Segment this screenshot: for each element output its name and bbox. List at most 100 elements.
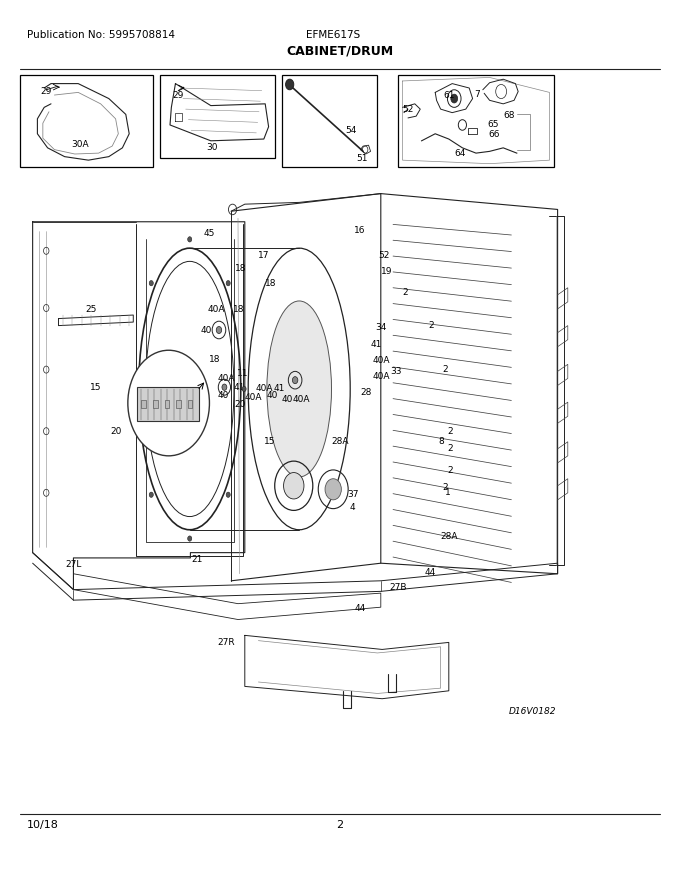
Text: 41: 41 [371, 341, 382, 349]
Text: 10/18: 10/18 [27, 819, 59, 830]
Text: 52: 52 [403, 105, 414, 114]
Text: 44: 44 [355, 605, 367, 613]
Text: 28A: 28A [441, 532, 458, 541]
Text: 40A: 40A [292, 395, 310, 404]
Ellipse shape [267, 301, 332, 477]
Circle shape [286, 79, 294, 90]
Text: 66: 66 [488, 130, 500, 139]
Text: Publication No: 5995708814: Publication No: 5995708814 [27, 30, 175, 40]
Text: CABINET/DRUM: CABINET/DRUM [286, 44, 394, 57]
Text: 41: 41 [234, 383, 245, 392]
Bar [20, 75, 153, 167]
Text: 1: 1 [445, 488, 451, 497]
Circle shape [149, 281, 153, 286]
Text: 15: 15 [264, 437, 275, 446]
Text: 17: 17 [258, 251, 270, 260]
Text: 4: 4 [350, 503, 355, 512]
Text: 28A: 28A [332, 437, 350, 446]
Text: 18: 18 [233, 305, 244, 314]
Text: 40A: 40A [218, 374, 235, 383]
Text: 20: 20 [110, 427, 122, 436]
Text: 2: 2 [447, 466, 453, 475]
Text: 2: 2 [155, 383, 160, 392]
Text: 15: 15 [90, 383, 101, 392]
Text: 18: 18 [209, 355, 221, 363]
Text: 27R: 27R [218, 638, 235, 647]
Text: 51: 51 [356, 154, 368, 163]
Text: 37: 37 [347, 490, 358, 499]
Text: 40A: 40A [245, 393, 262, 402]
Bar [160, 75, 275, 158]
Text: 30: 30 [207, 143, 218, 152]
Circle shape [188, 536, 192, 541]
Text: 24: 24 [284, 484, 296, 493]
Text: 40: 40 [267, 392, 278, 400]
Text: 27B: 27B [389, 583, 407, 592]
Text: D16V0182: D16V0182 [509, 707, 556, 715]
Text: 40: 40 [201, 326, 212, 335]
Bar [188, 400, 192, 408]
Text: 2: 2 [428, 321, 434, 330]
Circle shape [222, 384, 227, 391]
Circle shape [451, 94, 458, 103]
Circle shape [284, 473, 304, 499]
Bar [165, 400, 169, 408]
Bar [137, 387, 199, 421]
Text: 2: 2 [337, 819, 343, 830]
Text: 52: 52 [378, 251, 390, 260]
Text: 40: 40 [218, 392, 229, 400]
Circle shape [128, 350, 209, 456]
Text: 45: 45 [204, 229, 216, 238]
Text: EFME617S: EFME617S [306, 30, 360, 40]
Circle shape [325, 479, 341, 500]
Text: 41: 41 [273, 385, 285, 393]
Text: 40A: 40A [207, 305, 225, 314]
Text: 40A: 40A [256, 385, 273, 393]
Circle shape [149, 492, 153, 497]
Text: 27L: 27L [65, 561, 82, 569]
Circle shape [242, 386, 246, 392]
Circle shape [188, 237, 192, 242]
Text: 18: 18 [235, 264, 246, 273]
Text: 65: 65 [487, 121, 498, 129]
Text: 28: 28 [360, 388, 372, 397]
Text: 21: 21 [192, 555, 203, 564]
Text: 2: 2 [442, 365, 447, 374]
Bar [282, 75, 377, 167]
Text: 18: 18 [265, 279, 277, 288]
Text: 25: 25 [85, 305, 97, 314]
Text: 16: 16 [354, 226, 365, 235]
Text: 44: 44 [424, 568, 436, 576]
Circle shape [216, 326, 222, 334]
Text: 40A: 40A [373, 356, 390, 365]
Text: 20: 20 [234, 400, 245, 409]
Circle shape [292, 377, 298, 384]
Circle shape [133, 386, 137, 392]
Circle shape [226, 281, 231, 286]
Text: 61: 61 [443, 91, 455, 99]
Text: 29: 29 [41, 87, 52, 96]
Text: 29: 29 [172, 91, 184, 99]
Text: 26: 26 [162, 395, 173, 404]
Bar [176, 400, 181, 408]
Text: 30A: 30A [71, 140, 89, 149]
Text: 2: 2 [442, 483, 447, 492]
Text: 64: 64 [454, 149, 466, 158]
Text: 2: 2 [447, 427, 453, 436]
Text: 8: 8 [438, 437, 443, 446]
Circle shape [226, 492, 231, 497]
Text: 40A: 40A [373, 372, 390, 381]
Bar [141, 400, 146, 408]
Text: 7: 7 [475, 90, 480, 99]
Text: 54: 54 [345, 126, 357, 135]
Bar [153, 400, 158, 408]
Text: 68: 68 [503, 111, 515, 120]
Text: 34: 34 [375, 323, 387, 332]
Text: 40: 40 [282, 395, 293, 404]
Text: 19: 19 [381, 267, 392, 275]
Text: 2: 2 [403, 288, 408, 297]
Text: 11: 11 [237, 369, 248, 378]
Bar [398, 75, 554, 167]
Text: 2: 2 [447, 444, 453, 453]
Text: 33: 33 [390, 367, 402, 376]
